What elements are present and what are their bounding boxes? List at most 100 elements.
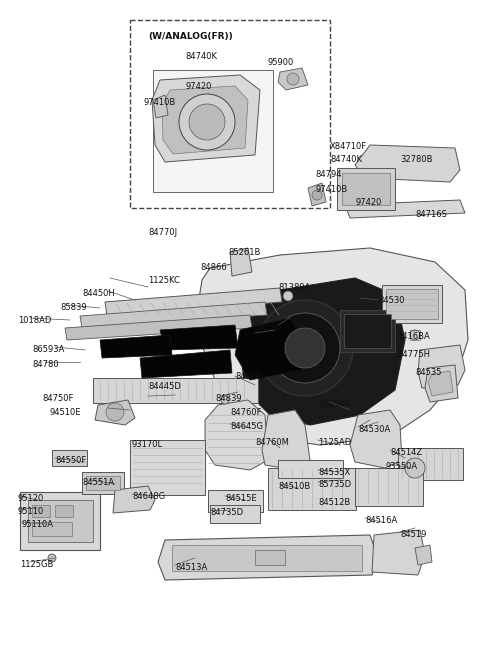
Text: 84760F: 84760F (230, 408, 262, 417)
Text: 84775H: 84775H (397, 350, 430, 359)
Bar (82, 472, 124, 494)
Bar (410, 330, 420, 340)
Polygon shape (355, 145, 460, 182)
Text: 84530A: 84530A (358, 425, 390, 434)
Bar (337, 168, 395, 210)
Polygon shape (100, 335, 172, 358)
Ellipse shape (106, 403, 124, 421)
Text: 84515E: 84515E (225, 494, 257, 503)
Text: 84519: 84519 (400, 530, 426, 539)
Polygon shape (205, 400, 268, 470)
Polygon shape (95, 400, 135, 425)
Bar (28, 500, 93, 542)
Text: 84780: 84780 (32, 360, 59, 369)
Bar (382, 285, 442, 323)
Text: 95120: 95120 (18, 494, 44, 503)
Polygon shape (105, 288, 282, 316)
Text: 97420: 97420 (355, 198, 382, 207)
Bar (32, 522, 72, 536)
Polygon shape (428, 371, 453, 396)
Text: 1125AD: 1125AD (318, 438, 351, 447)
Text: X84710F: X84710F (330, 142, 367, 151)
Ellipse shape (48, 554, 56, 562)
Text: 84510B: 84510B (278, 482, 310, 491)
Bar (255, 550, 285, 565)
Text: 84648G: 84648G (132, 492, 165, 501)
Polygon shape (418, 345, 465, 388)
Text: 84805: 84805 (235, 372, 262, 381)
Text: 1125AK: 1125AK (318, 400, 350, 409)
Text: 1416BA: 1416BA (397, 332, 430, 341)
Text: 84770J: 84770J (148, 228, 177, 237)
Text: 84550F: 84550F (55, 456, 86, 465)
Bar (93, 378, 258, 403)
Text: 1018AD: 1018AD (18, 316, 51, 325)
Bar (340, 310, 395, 352)
Polygon shape (152, 75, 260, 162)
Text: 84735D: 84735D (210, 508, 243, 517)
Ellipse shape (179, 94, 235, 150)
Ellipse shape (283, 291, 293, 301)
Text: 84512B: 84512B (318, 498, 350, 507)
Polygon shape (240, 278, 405, 425)
Text: 32780B: 32780B (400, 155, 432, 164)
Ellipse shape (410, 330, 420, 340)
Bar (342, 173, 390, 205)
Text: 94510E: 94510E (50, 408, 82, 417)
Text: 1125KC: 1125KC (148, 276, 180, 285)
Text: 84866: 84866 (200, 263, 227, 272)
Text: 95900: 95900 (268, 58, 294, 67)
Text: 84590: 84590 (255, 323, 281, 332)
Text: 97410B: 97410B (315, 185, 347, 194)
Text: 85735D: 85735D (318, 480, 351, 489)
Polygon shape (65, 315, 252, 340)
Bar (55, 505, 73, 517)
Polygon shape (262, 410, 310, 470)
Polygon shape (425, 365, 458, 402)
Text: 97420: 97420 (185, 82, 211, 91)
Polygon shape (372, 530, 425, 575)
Text: 97410B: 97410B (143, 98, 175, 107)
Text: 84740K: 84740K (330, 155, 362, 164)
Text: 81389A: 81389A (278, 283, 311, 292)
Polygon shape (198, 248, 468, 445)
Polygon shape (158, 535, 378, 580)
Ellipse shape (312, 190, 322, 200)
Text: 95110: 95110 (18, 507, 44, 516)
Ellipse shape (270, 313, 340, 383)
Text: (W/ANALOG(FR)): (W/ANALOG(FR)) (148, 32, 233, 41)
Bar (172, 545, 362, 571)
Text: 84445D: 84445D (148, 382, 181, 391)
Bar (32, 505, 50, 517)
Bar (130, 440, 205, 495)
Polygon shape (162, 86, 248, 154)
Text: 93170L: 93170L (132, 440, 163, 449)
Text: 84716S: 84716S (415, 210, 447, 219)
Text: 85261B: 85261B (228, 248, 260, 257)
Bar (268, 468, 356, 510)
Bar (398, 448, 463, 480)
Bar (153, 70, 273, 192)
Polygon shape (308, 183, 326, 206)
Polygon shape (80, 302, 267, 328)
Text: 95110A: 95110A (22, 520, 54, 529)
Text: 84750F: 84750F (42, 394, 73, 403)
Bar (278, 460, 343, 478)
Polygon shape (113, 486, 155, 513)
Bar (355, 468, 423, 506)
Polygon shape (415, 545, 432, 565)
Bar (130, 20, 330, 208)
Ellipse shape (287, 73, 299, 85)
Text: 84516A: 84516A (365, 516, 397, 525)
Text: 84794: 84794 (315, 170, 341, 179)
Text: 1125GB: 1125GB (20, 560, 53, 569)
Polygon shape (235, 318, 310, 380)
Bar (86, 476, 120, 490)
Bar (344, 314, 391, 348)
Ellipse shape (221, 396, 229, 404)
Text: 84839: 84839 (215, 394, 241, 403)
Bar (20, 492, 100, 550)
Ellipse shape (257, 300, 353, 396)
Text: 84740K: 84740K (185, 52, 217, 61)
Text: 84535X: 84535X (318, 468, 350, 477)
